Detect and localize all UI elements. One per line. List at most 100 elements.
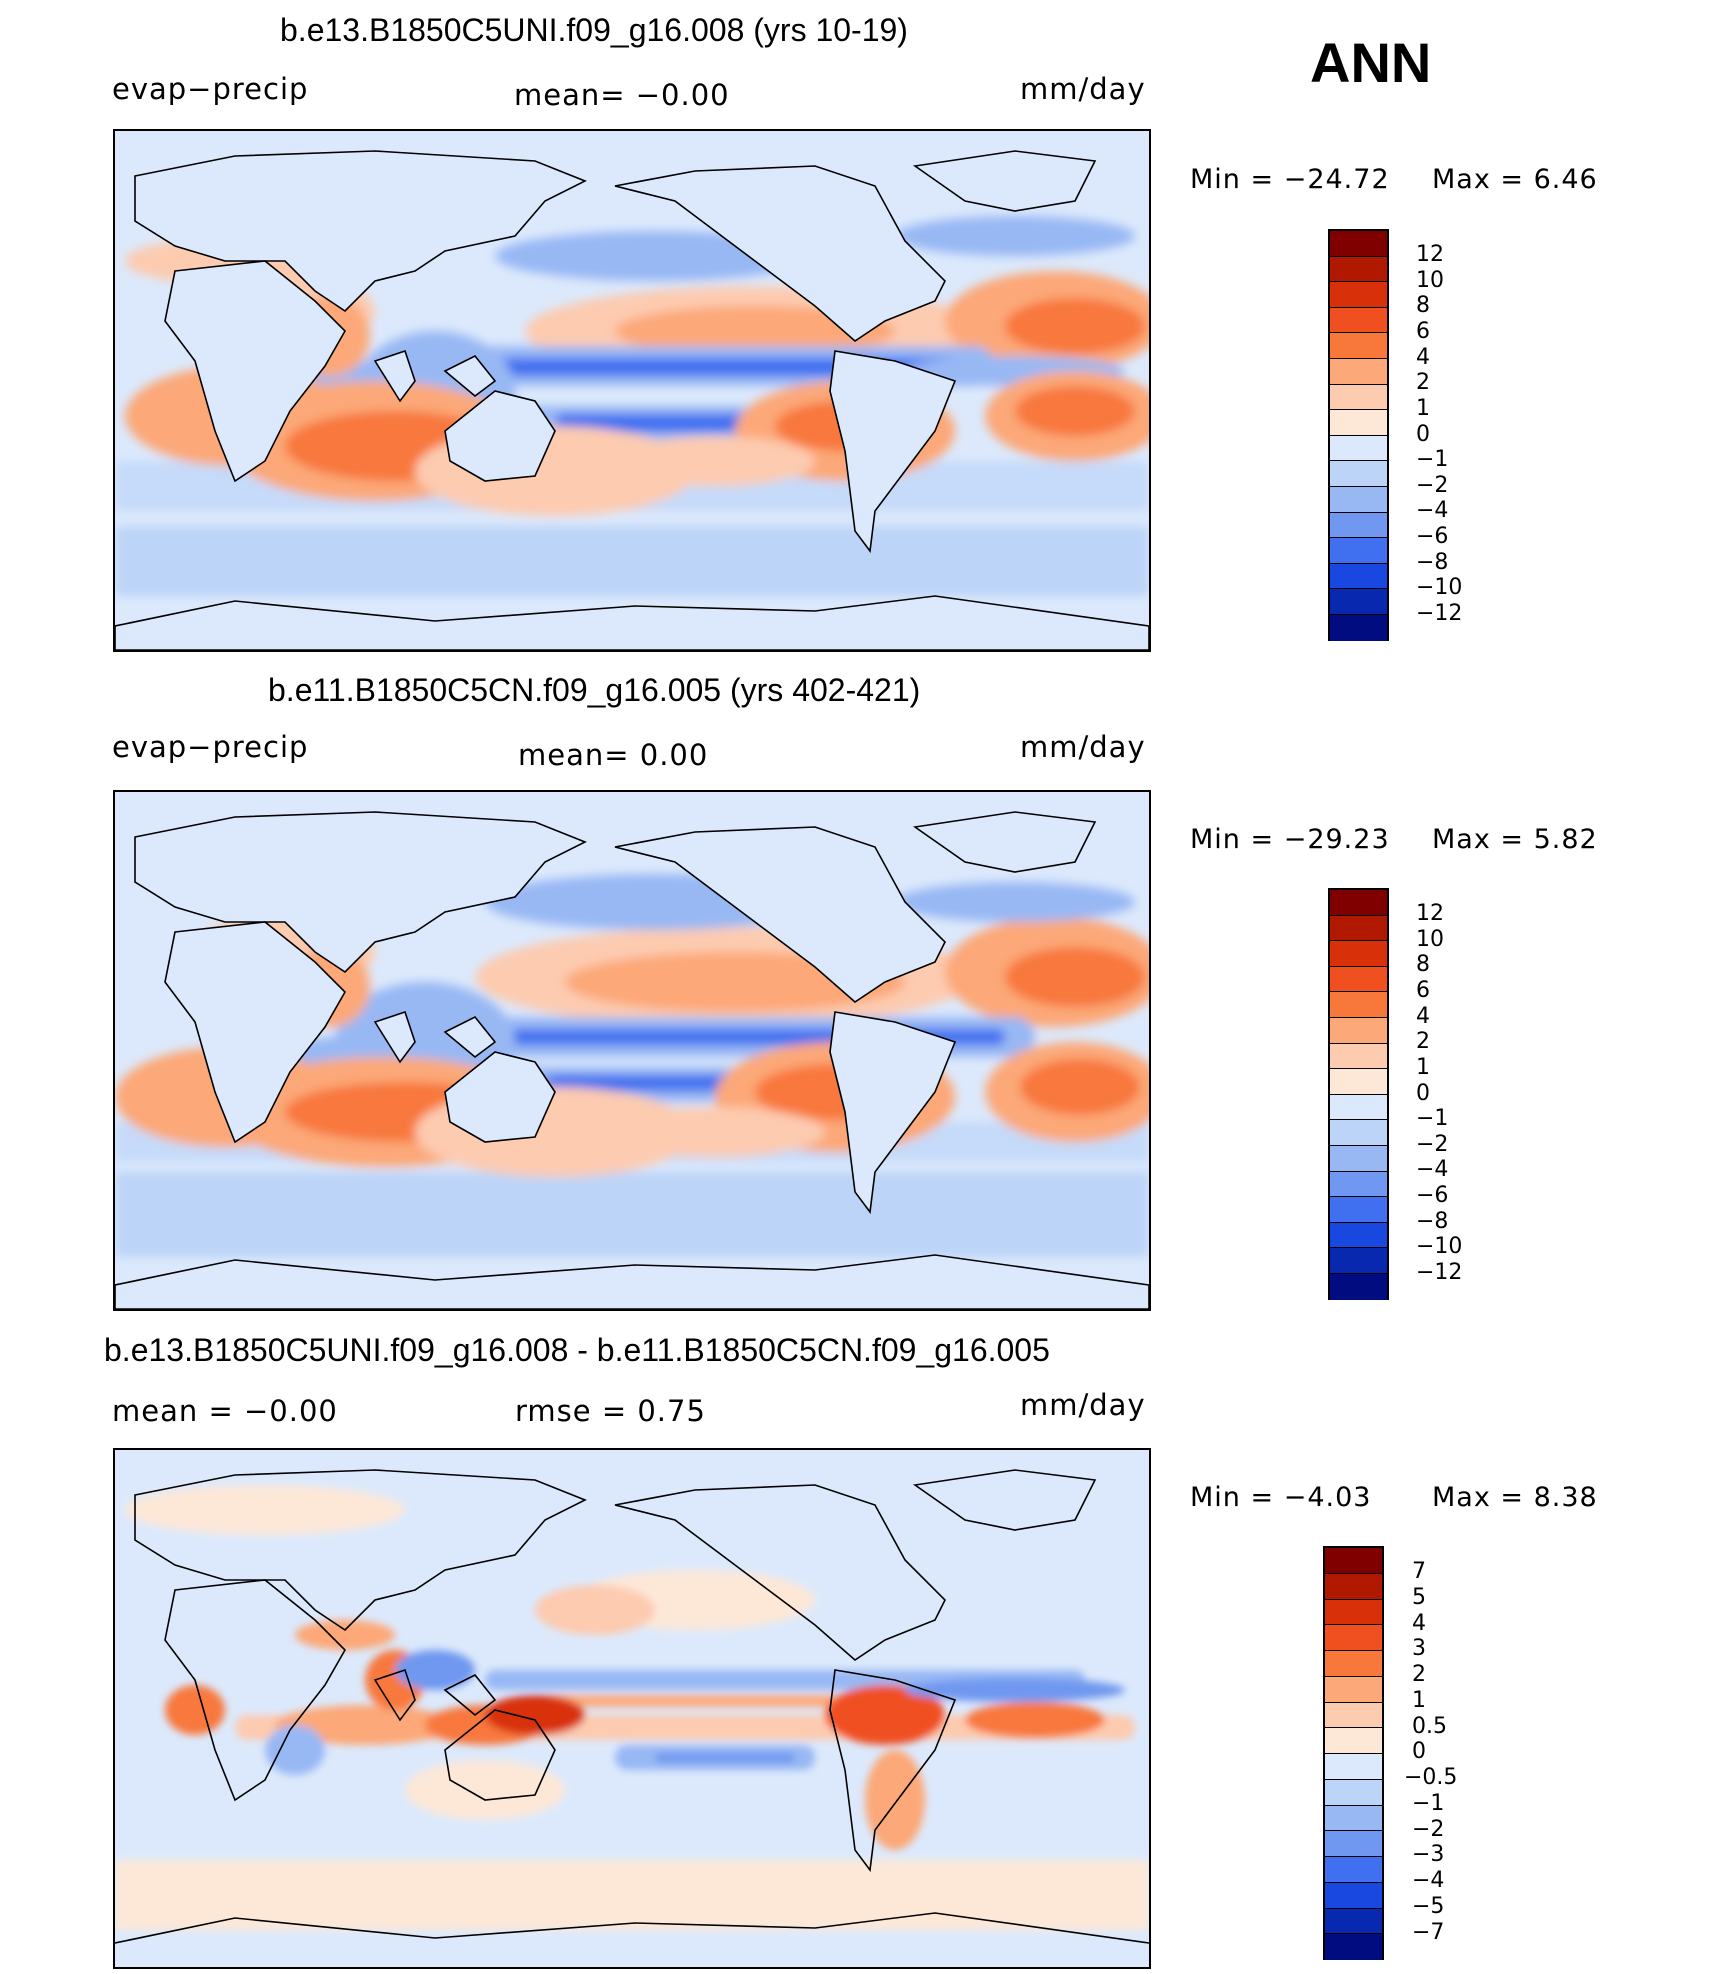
panel1-map <box>113 129 1151 652</box>
panel1-colorbar-tick: 2 <box>1416 370 1430 395</box>
panel2-colorbar-bin <box>1330 966 1387 993</box>
panel1-title: b.e13.B1850C5UNI.f09_g16.008 (yrs 10-19) <box>280 12 908 48</box>
panel3-colorbar-bin <box>1325 1754 1382 1780</box>
panel1-colorbar-tick: 12 <box>1416 242 1444 267</box>
panel1-colorbar-tick: −4 <box>1416 498 1449 523</box>
panel3-colorbar-tick: 2 <box>1412 1662 1426 1687</box>
panel1-colorbar-bin <box>1330 358 1387 385</box>
season-label: ANN <box>1310 31 1432 94</box>
panel3-colorbar-tick: 0 <box>1412 1739 1426 1764</box>
panel3-colorbar-tick: 7 <box>1412 1559 1426 1584</box>
panel3-max-label: Max = 8.38 <box>1432 1482 1598 1513</box>
panel1-colorbar <box>1328 229 1389 641</box>
panel1-coastlines <box>115 150 1149 650</box>
panel1-colorbar-tick: −6 <box>1416 524 1449 549</box>
panel2-colorbar-tick: −12 <box>1416 1260 1463 1285</box>
panel2-mean-label: mean= 0.00 <box>518 738 709 772</box>
panel2-colorbar-bin <box>1330 1171 1387 1198</box>
panel3-colorbar-bin <box>1325 1548 1382 1574</box>
panel3-colorbar-bin <box>1325 1651 1382 1677</box>
panel1-colorbar-bin <box>1330 461 1387 487</box>
panel2-colorbar-bin <box>1330 992 1387 1018</box>
panel2-colorbar-bin <box>1330 1043 1387 1070</box>
panel3-colorbar-bin <box>1325 1702 1382 1729</box>
panel1-colorbar-bin <box>1330 333 1387 359</box>
panel3-units-label: mm/day <box>1020 1388 1146 1422</box>
panel1-colorbar-bin <box>1330 589 1387 615</box>
panel3-mean-label: mean = −0.00 <box>112 1394 338 1428</box>
panel1-colorbar-bin <box>1330 614 1387 641</box>
panel2-colorbar-bin <box>1330 1222 1387 1249</box>
panel2-units-label: mm/day <box>1020 730 1146 764</box>
panel1-colorbar-bin <box>1330 231 1387 257</box>
panel3-colorbar-bin <box>1325 1599 1382 1626</box>
panel3-colorbar <box>1323 1546 1384 1960</box>
panel3-colorbar-tick: 3 <box>1412 1636 1426 1661</box>
panel1-variable-label: evap−precip <box>112 72 309 106</box>
panel3-colorbar-bin <box>1325 1728 1382 1754</box>
panel2-colorbar-bin <box>1330 1069 1387 1095</box>
panel2-colorbar-tick: −8 <box>1416 1209 1449 1234</box>
panel3-colorbar-bin <box>1325 1857 1382 1883</box>
panel1-colorbar-bin <box>1330 563 1387 590</box>
panel1-colorbar-bin <box>1330 384 1387 411</box>
panel1-colorbar-tick: −12 <box>1416 601 1463 626</box>
panel3-coastlines <box>115 1469 1149 1944</box>
panel2-colorbar-tick: 2 <box>1416 1029 1430 1054</box>
panel2-colorbar-bin <box>1330 1248 1387 1274</box>
panel3-colorbar-tick: 5 <box>1412 1585 1426 1610</box>
panel1-units-label: mm/day <box>1020 72 1146 106</box>
panel1-max-label: Max = 6.46 <box>1432 164 1598 195</box>
panel2-colorbar-tick: −6 <box>1416 1183 1449 1208</box>
panel2-colorbar-tick: 10 <box>1416 927 1444 952</box>
panel2-max-label: Max = 5.82 <box>1432 824 1598 855</box>
panel3-colorbar-tick: −5 <box>1412 1894 1445 1919</box>
panel2-colorbar-bin <box>1330 1197 1387 1223</box>
panel2-min-label: Min = −29.23 <box>1190 824 1390 855</box>
panel1-colorbar-tick: −1 <box>1416 447 1449 472</box>
panel3-map <box>113 1448 1151 1969</box>
panel1-mean-label: mean= −0.00 <box>514 78 730 112</box>
panel3-colorbar-tick: −2 <box>1412 1817 1445 1842</box>
panel1-colorbar-tick: 1 <box>1416 396 1430 421</box>
panel1-colorbar-bin <box>1330 435 1387 462</box>
panel3-rmse-label: rmse = 0.75 <box>515 1394 706 1428</box>
panel2-variable-label: evap−precip <box>112 730 309 764</box>
panel3-colorbar-tick: 0.5 <box>1412 1714 1447 1739</box>
panel1-colorbar-tick: −8 <box>1416 550 1449 575</box>
panel1-contour-field <box>115 216 1149 596</box>
panel2-colorbar-bin <box>1330 941 1387 967</box>
panel3-colorbar-bin <box>1325 1882 1382 1909</box>
panel1-colorbar-bin <box>1330 307 1387 334</box>
panel2-colorbar-bin <box>1330 1273 1387 1300</box>
panel1-colorbar-bin <box>1330 538 1387 564</box>
panel1-min-label: Min = −24.72 <box>1190 164 1390 195</box>
panel3-colorbar-tick: −4 <box>1412 1868 1445 1893</box>
panel2-map <box>113 790 1151 1311</box>
panel2-colorbar-tick: −4 <box>1416 1157 1449 1182</box>
panel2-colorbar-tick: 1 <box>1416 1055 1430 1080</box>
panel2-colorbar-bin <box>1330 1094 1387 1121</box>
panel3-colorbar-bin <box>1325 1908 1382 1935</box>
panel3-colorbar-tick: 1 <box>1412 1688 1426 1713</box>
panel3-colorbar-tick: −0.5 <box>1404 1765 1458 1790</box>
panel3-contour-field <box>115 1485 1149 1930</box>
panel3-colorbar-tick: −1 <box>1412 1791 1445 1816</box>
panel2-colorbar-bin <box>1330 1145 1387 1172</box>
panel1-colorbar-tick: −2 <box>1416 473 1449 498</box>
panel3-colorbar-bin <box>1325 1573 1382 1600</box>
panel2-colorbar-tick: 6 <box>1416 978 1430 1003</box>
panel2-colorbar-tick: −2 <box>1416 1132 1449 1157</box>
panel3-colorbar-bin <box>1325 1779 1382 1806</box>
panel1-colorbar-tick: 8 <box>1416 293 1430 318</box>
panel2-colorbar-tick: 8 <box>1416 952 1430 977</box>
panel3-title: b.e13.B1850C5UNI.f09_g16.008 - b.e11.B18… <box>104 1332 1050 1368</box>
panel3-colorbar-bin <box>1325 1831 1382 1857</box>
panel1-colorbar-tick: 10 <box>1416 268 1444 293</box>
panel2-colorbar-bin <box>1330 890 1387 916</box>
panel1-colorbar-tick: −10 <box>1416 575 1463 600</box>
panel2-colorbar-tick: −1 <box>1416 1106 1449 1131</box>
panel1-colorbar-bin <box>1330 410 1387 436</box>
panel1-colorbar-bin <box>1330 512 1387 539</box>
panel2-colorbar <box>1328 888 1389 1300</box>
